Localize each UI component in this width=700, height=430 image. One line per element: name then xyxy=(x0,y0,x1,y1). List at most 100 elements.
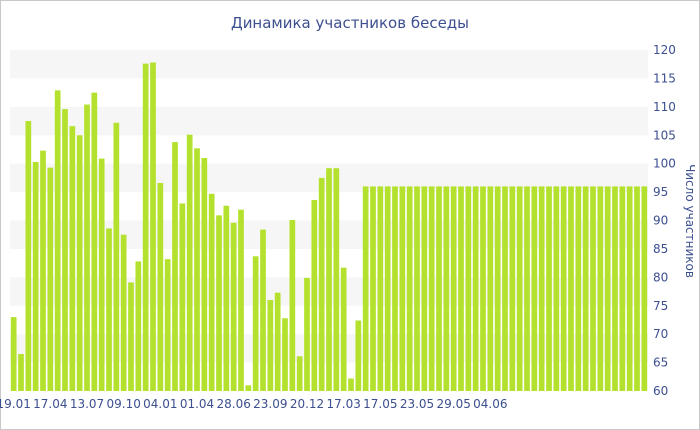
bar xyxy=(465,186,472,391)
y-tick-label: 105 xyxy=(653,128,676,142)
bar xyxy=(399,186,406,391)
bar xyxy=(443,186,450,391)
bar xyxy=(428,186,435,391)
bar xyxy=(575,186,582,391)
bar xyxy=(487,186,494,391)
bar xyxy=(91,92,98,392)
x-tick-label: 04.06 xyxy=(473,397,507,411)
x-tick-label: 23.09 xyxy=(253,397,287,411)
bar xyxy=(516,186,523,391)
y-tick-label: 70 xyxy=(653,327,668,341)
y-tick-label: 120 xyxy=(653,43,676,57)
bar xyxy=(201,157,208,391)
bar xyxy=(98,158,105,391)
bar xyxy=(120,234,127,391)
y-tick-label: 65 xyxy=(653,356,668,370)
y-tick-label: 90 xyxy=(653,214,668,228)
bar xyxy=(494,186,501,391)
bar xyxy=(252,256,259,391)
bar xyxy=(509,186,516,391)
bar xyxy=(142,63,149,391)
bar xyxy=(560,186,567,391)
bar xyxy=(311,200,318,391)
bar xyxy=(194,148,200,391)
bar xyxy=(480,186,486,391)
bar xyxy=(436,186,442,391)
bar xyxy=(458,186,464,391)
y-tick-label: 110 xyxy=(653,100,676,114)
x-tick-label: 17.03 xyxy=(327,397,361,411)
y-tick-label: 85 xyxy=(653,242,668,256)
bar xyxy=(619,186,626,391)
chart-title: Динамика участников беседы xyxy=(231,14,469,32)
bar xyxy=(406,186,413,391)
x-tick-label: 01.04 xyxy=(180,397,214,411)
bar xyxy=(25,121,32,391)
bar xyxy=(289,219,296,391)
bar xyxy=(597,186,604,391)
bar xyxy=(296,356,303,391)
bar xyxy=(377,186,384,391)
bar xyxy=(641,186,648,391)
grid-band xyxy=(10,50,648,79)
bar xyxy=(47,167,54,391)
x-tick-label: 20.12 xyxy=(290,397,324,411)
x-tick-label: 28.06 xyxy=(217,397,251,411)
y-tick-label: 75 xyxy=(653,299,668,313)
bar-series xyxy=(10,62,648,392)
x-tick-label: 19.01 xyxy=(0,397,31,411)
bar xyxy=(355,320,362,391)
y-axis-label: Число участников xyxy=(683,164,697,278)
bar xyxy=(128,282,134,391)
bar xyxy=(370,186,376,391)
bar xyxy=(282,318,288,391)
x-tick-label: 17.04 xyxy=(33,397,67,411)
bar xyxy=(230,222,237,391)
bar xyxy=(326,168,332,391)
y-tick-label: 95 xyxy=(653,185,668,199)
bar xyxy=(626,186,633,391)
bar xyxy=(179,203,186,391)
bar xyxy=(362,186,369,391)
y-tick-label: 100 xyxy=(653,157,676,171)
bar xyxy=(267,300,274,391)
x-tick-label: 04.01 xyxy=(143,397,177,411)
bar xyxy=(40,150,46,391)
bar xyxy=(421,186,428,391)
bar xyxy=(164,259,171,391)
x-tick-label: 13.07 xyxy=(70,397,104,411)
bar xyxy=(502,186,508,391)
bar xyxy=(590,186,596,391)
bar xyxy=(150,62,156,391)
bar xyxy=(238,209,244,391)
bar xyxy=(76,135,83,391)
bar xyxy=(260,229,266,391)
bar xyxy=(84,104,90,391)
bar xyxy=(553,186,560,391)
bar xyxy=(62,109,68,392)
x-tick-label: 29.05 xyxy=(437,397,471,411)
bar xyxy=(582,186,589,391)
bar xyxy=(546,186,552,391)
bar xyxy=(414,186,420,391)
x-axis-ticks: 19.01 17.04 13.07 09.10 04.01 01.04 28.06 23.09… xyxy=(0,397,507,411)
bar xyxy=(106,228,112,391)
x-tick-label: 09.10 xyxy=(107,397,141,411)
x-tick-label: 17.05 xyxy=(363,397,397,411)
bar xyxy=(318,177,325,392)
bar xyxy=(69,126,76,391)
bar xyxy=(157,182,164,391)
bar xyxy=(186,134,193,391)
bar xyxy=(223,205,230,391)
y-tick-label: 80 xyxy=(653,270,668,284)
bar xyxy=(340,267,347,391)
bar xyxy=(172,142,178,391)
bar xyxy=(392,186,398,391)
bar xyxy=(524,186,530,391)
bar xyxy=(604,186,611,391)
bar xyxy=(245,385,252,391)
bar xyxy=(54,90,61,391)
grid-band xyxy=(10,106,648,136)
bar xyxy=(450,186,457,391)
